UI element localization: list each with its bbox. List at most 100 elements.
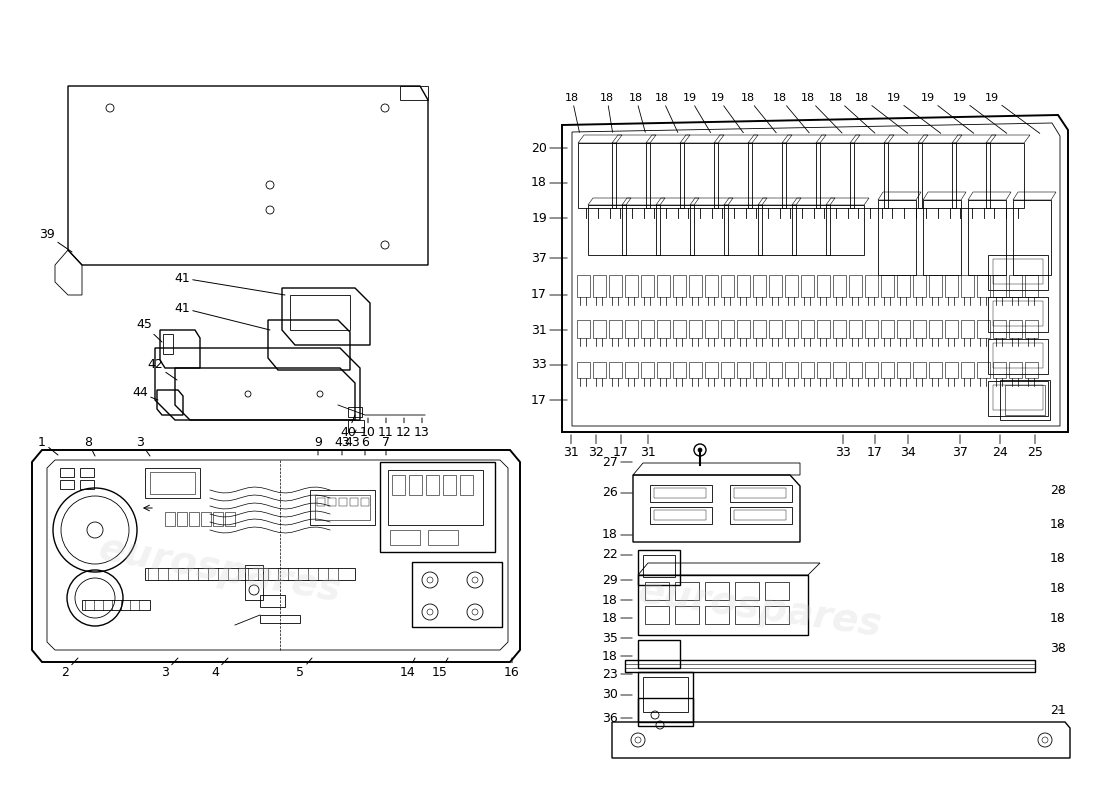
Bar [977,275,990,297]
Bar [817,320,830,338]
Bar [409,475,422,495]
Text: 31: 31 [640,434,656,459]
Bar [705,320,718,338]
Bar [896,362,910,378]
Bar [913,362,926,378]
Text: 18: 18 [1050,518,1066,531]
Bar [724,205,762,255]
Text: 19: 19 [921,93,974,134]
Bar [945,275,958,297]
Bar [578,362,590,378]
Bar [612,143,650,208]
Bar [673,362,686,378]
Text: eurospares: eurospares [96,530,344,610]
Bar [654,488,706,498]
Bar [1013,200,1050,275]
Bar [878,200,916,275]
Bar [754,320,766,338]
Bar [675,606,698,624]
Text: eurospares: eurospares [636,572,884,644]
Bar [968,200,1006,275]
Text: 19: 19 [953,93,1007,134]
Bar [881,320,894,338]
Text: 18: 18 [855,93,908,134]
Text: 3: 3 [136,435,150,456]
Bar [315,495,370,520]
Bar [923,200,961,275]
Bar [988,297,1048,332]
Bar [792,205,830,255]
Bar [1009,275,1022,297]
Bar [609,320,622,338]
Bar [650,485,712,502]
Bar [720,362,734,378]
Bar [625,362,638,378]
Bar [593,362,606,378]
Bar [705,275,718,297]
Bar [1009,320,1022,338]
Bar [769,362,782,378]
Bar [348,420,364,432]
Bar [163,334,173,354]
Text: 38: 38 [1050,642,1066,654]
Text: 20: 20 [531,142,568,154]
Bar [80,468,94,477]
Bar [641,362,654,378]
Bar [785,362,798,378]
Text: 33: 33 [835,434,851,459]
Text: 5: 5 [296,658,312,678]
Text: 16: 16 [504,658,520,678]
Text: 45: 45 [136,318,162,342]
Bar [754,362,766,378]
Bar [226,512,235,526]
Bar [689,362,702,378]
Bar [884,143,922,208]
Bar [1025,362,1038,378]
Bar [578,320,590,338]
Text: 18: 18 [565,93,580,132]
Bar [593,275,606,297]
Bar [930,320,942,338]
Bar [833,275,846,297]
Text: 18: 18 [600,93,614,132]
Bar [913,275,926,297]
Text: 18: 18 [654,93,678,133]
Text: 26: 26 [603,486,632,499]
Text: 18: 18 [531,177,568,190]
Text: 17: 17 [531,289,568,302]
Bar [1000,380,1050,420]
Text: 32: 32 [588,434,604,459]
Text: 34: 34 [900,434,916,459]
Bar [961,362,974,378]
Bar [945,362,958,378]
Bar [748,143,786,208]
Bar [145,468,200,498]
Bar [609,362,622,378]
Bar [348,407,362,417]
Text: 39: 39 [40,229,72,252]
Text: 7: 7 [382,435,390,455]
Bar [817,275,830,297]
Bar [764,606,789,624]
Text: 13: 13 [414,418,430,438]
Text: 19: 19 [984,93,1040,134]
Text: 43: 43 [344,430,360,449]
Text: 28: 28 [1050,483,1066,497]
Text: 31: 31 [531,323,568,337]
Bar [705,582,729,600]
Bar [588,205,626,255]
Bar [988,381,1048,416]
Bar [80,480,94,489]
Text: 12: 12 [396,418,411,438]
Bar [754,275,766,297]
Text: 27: 27 [602,455,632,469]
Bar [801,275,814,297]
Bar [1005,385,1045,415]
Bar [737,362,750,378]
Bar [1025,320,1038,338]
Text: 41: 41 [174,271,285,295]
Text: 17: 17 [613,434,629,459]
Text: 18: 18 [1050,582,1066,594]
Bar [993,259,1043,284]
Bar [392,475,405,495]
